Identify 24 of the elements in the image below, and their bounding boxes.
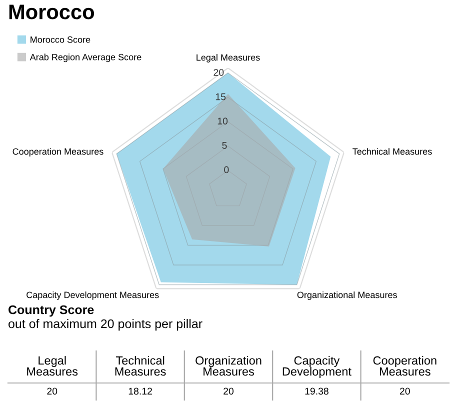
category-label: Cooperation Measures [373, 356, 436, 376]
category-label: Capacity Development [282, 356, 352, 378]
spoke-label: Legal Measures [196, 54, 260, 62]
y-tick-label: 0 [224, 166, 229, 174]
data-label: 18.12 [128, 388, 152, 395]
spoke-label: Organizational Measures [297, 291, 397, 300]
text: Country Score [8, 305, 94, 317]
y-tick-label: 15 [216, 93, 226, 100]
data-label: 20 [400, 388, 410, 395]
data-label: 20 [47, 388, 58, 395]
y-tick-label: 10 [218, 118, 228, 125]
spoke-label: Capacity Development Measures [26, 291, 159, 300]
spoke-label: Technical Measures [352, 148, 432, 155]
legend-label: Arab Region Average Score [30, 54, 142, 62]
data-label: 19.38 [305, 388, 328, 395]
category-label: Legal Measures [27, 356, 78, 376]
y-tick-label: 5 [222, 142, 227, 149]
text: out of maximum 20 points per pillar [8, 319, 202, 331]
category-label: Organization Measures [196, 356, 262, 376]
chart-title: Morocco [9, 4, 94, 20]
spoke-label: Cooperation Measures [12, 148, 104, 157]
y-tick-label: 20 [214, 68, 224, 76]
legend-label: Morocco Score [30, 36, 90, 43]
category-label: Technical Measures [115, 356, 166, 376]
